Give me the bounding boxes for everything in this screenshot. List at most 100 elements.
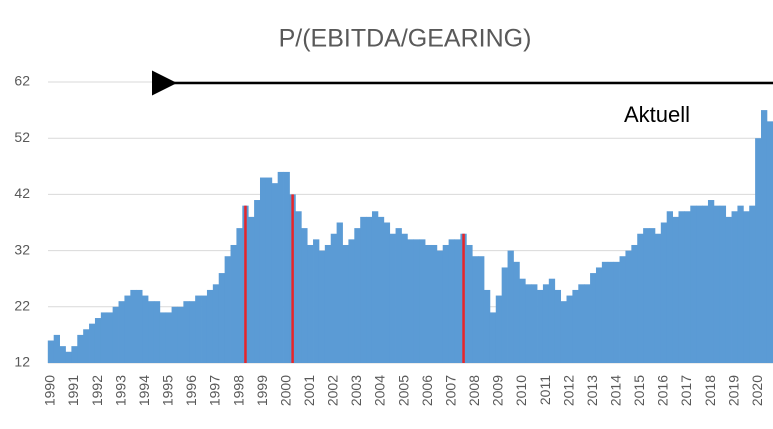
y-tick-label: 62 [14,73,30,89]
bar [236,228,243,363]
y-tick-label: 22 [14,298,30,314]
bar [389,233,396,363]
bar [195,295,202,363]
bar [761,110,768,363]
bar [265,177,273,363]
x-tick-label: 1998 [230,375,246,406]
bar [501,267,508,363]
bar [442,244,450,363]
chart-title: P/(EBITDA/GEARING) [279,25,532,53]
highlight-bar [291,194,294,363]
bar [448,239,455,363]
bar [342,244,349,363]
bar [749,205,756,363]
bar [631,244,638,363]
bar [531,284,538,363]
bar [324,244,332,363]
bar [395,228,402,363]
bar [483,289,491,363]
bar [148,301,155,363]
bar [649,228,656,363]
bar [578,284,585,363]
bar [525,284,532,363]
bar [230,244,237,363]
bar [489,312,497,363]
bar [283,171,290,363]
y-tick-label: 42 [14,185,30,201]
x-tick-label: 1999 [254,375,270,406]
annotation: Aktuell [624,102,690,127]
y-tick-label: 12 [14,354,30,370]
bar [413,239,420,363]
bar [153,301,161,363]
bar [478,256,485,363]
bar [259,177,267,363]
x-tick-label: 2020 [749,375,765,406]
x-tick-label: 2004 [372,375,388,406]
bar [666,211,673,363]
bar [106,312,114,363]
bar [371,211,379,363]
bar [301,228,308,363]
bar [625,250,632,363]
bar [454,239,461,363]
x-tick-label: 2019 [725,375,741,406]
bar [112,306,119,363]
bar [472,256,479,363]
x-tick-label: 2016 [655,375,671,406]
x-tick-label: 2009 [490,375,506,406]
bar [743,211,750,363]
x-tick-label: 1991 [65,375,81,406]
bar [183,301,190,363]
bar [560,301,567,363]
x-tick-label: 2013 [584,375,600,406]
bar [100,312,108,363]
bar [206,289,214,363]
x-tick-label: 1994 [136,375,152,406]
bar [466,244,473,363]
bar [171,306,178,363]
bar [519,278,526,363]
bar [360,216,367,363]
bar [590,273,597,363]
x-tick-label: 1993 [112,375,128,406]
bar [601,261,609,363]
x-tick-label: 1990 [42,375,58,406]
bar [566,295,573,363]
y-tick-label: 52 [14,129,30,145]
bar [307,244,314,363]
bar [318,250,326,363]
bar [189,301,196,363]
bar [755,138,762,363]
bar [248,216,255,363]
bar [377,216,385,363]
x-tick-label: 2007 [442,375,458,406]
bar [672,216,679,363]
bar [177,306,184,363]
x-tick-label: 2012 [560,375,576,406]
x-tick-label: 2000 [277,375,293,406]
x-tick-label: 1995 [160,375,176,406]
bar [425,244,432,363]
bar [401,233,408,363]
bar [766,121,773,363]
x-tick-label: 2018 [702,375,718,406]
bar [619,256,626,363]
bar [53,334,60,363]
bar [77,334,84,363]
bar [142,295,149,363]
y-tick-label: 32 [14,241,30,257]
bar [165,312,172,363]
bar [212,284,220,363]
bar [277,171,284,363]
bar [572,289,579,363]
bar [159,312,167,363]
bar [584,284,591,363]
bar [542,284,550,363]
bar [419,239,426,363]
bar [607,261,615,363]
bar [383,222,391,363]
bar [330,233,338,363]
bar [124,295,131,363]
